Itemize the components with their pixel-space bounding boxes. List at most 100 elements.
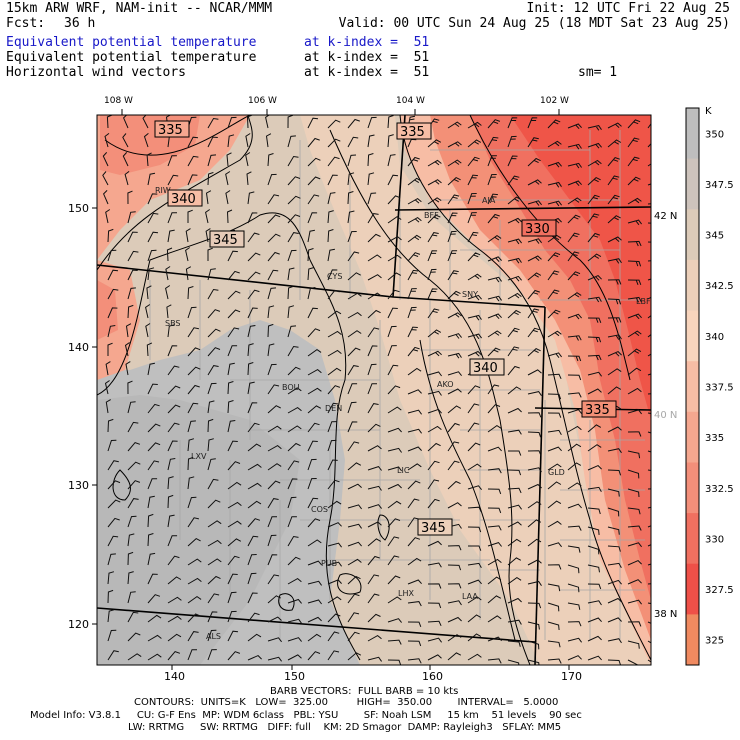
wind-barb (447, 141, 462, 148)
wind-barb (127, 211, 136, 224)
field-level-2: at k-index = 51 (304, 50, 430, 65)
contour-closed-1 (112, 469, 131, 501)
wind-barb (327, 349, 342, 357)
wind-barb (427, 288, 438, 300)
wind-barb (124, 342, 130, 357)
wind-barb (107, 589, 114, 604)
wind-barb (587, 655, 602, 661)
wind-barb (527, 157, 541, 167)
wind-barb (547, 500, 562, 509)
wind-barb (347, 541, 362, 547)
longitude-label: 106 W (248, 96, 277, 106)
wind-barb (627, 219, 642, 226)
colorbar-swatch (686, 259, 699, 311)
wind-barb (247, 655, 262, 661)
wind-barb (627, 507, 641, 515)
wind-barb (387, 500, 402, 509)
wind-barb (567, 374, 582, 381)
field-name-1: Equivalent potential temperature (6, 35, 257, 50)
wind-barb (607, 157, 620, 167)
wind-barb (167, 229, 175, 243)
wind-barb (107, 418, 114, 433)
wind-barb (187, 174, 198, 186)
wind-barb (245, 133, 251, 148)
x-tick-label: 140 (164, 670, 185, 683)
wind-barb (447, 422, 460, 433)
wind-barb (387, 518, 401, 528)
wind-barb (147, 614, 162, 623)
wind-barb (527, 255, 542, 262)
wind-barb (607, 215, 621, 224)
wind-barb (267, 153, 274, 167)
latitude-label: 38 N (654, 609, 677, 620)
wind-barb (387, 659, 402, 665)
wind-barb (267, 554, 278, 566)
wind-barb (226, 152, 232, 167)
wind-barb (207, 520, 222, 528)
init-time: Init: 12 UTC Fri 22 Aug 25 (526, 1, 731, 16)
wind-barb (547, 352, 562, 359)
wind-barb (507, 257, 522, 264)
wind-barb (467, 562, 482, 568)
wind-barb (447, 616, 462, 623)
wind-barb (167, 633, 182, 642)
wind-barb (347, 401, 357, 414)
wind-barb (102, 171, 109, 186)
wind-barb (327, 613, 341, 623)
wind-barb (347, 365, 359, 376)
left-tick-labels: 150 140 130 120 (68, 202, 89, 631)
wind-barb (387, 307, 398, 319)
colorbar-level-label: 347.5 (705, 180, 734, 191)
wind-barb (327, 289, 340, 300)
wind-barb (527, 238, 542, 244)
wind-barb (147, 460, 160, 471)
wind-barb (387, 466, 402, 472)
wind-barb (287, 325, 297, 338)
wind-barb (367, 309, 381, 319)
colorbar-unit: K (705, 106, 712, 117)
wind-barb (447, 333, 462, 339)
wind-barb (607, 386, 622, 395)
wind-barb (247, 232, 260, 243)
wind-barb (147, 442, 161, 452)
wind-barb (127, 632, 141, 642)
wind-barb (447, 159, 462, 167)
wind-barb (307, 478, 317, 490)
colorbar-swatch (686, 158, 699, 210)
svg-text:330: 330 (525, 222, 550, 237)
wind-barb (407, 326, 418, 338)
wind-barb (367, 574, 380, 585)
colorbar-swatch (686, 310, 699, 362)
wind-barb (627, 330, 642, 338)
wind-barb (607, 469, 622, 476)
wind-barb (467, 579, 482, 585)
wind-barb (427, 442, 441, 452)
wind-barb (427, 159, 442, 167)
wind-barb (487, 330, 502, 338)
wind-barb (607, 507, 620, 517)
wind-barb (367, 363, 377, 376)
wind-barb (487, 155, 497, 167)
wind-barb (407, 346, 420, 357)
colorbar-swatch (686, 411, 699, 463)
wind-barb (487, 276, 503, 283)
wind-barb (367, 521, 382, 528)
wind-barb (247, 252, 261, 262)
wind-barb (167, 458, 176, 471)
wind-barb (407, 197, 422, 205)
wind-barb (447, 405, 462, 414)
shaded-field: RIW BFF AIA CYS SNY LBF SBS BOU AKO DEN … (97, 115, 651, 665)
wind-barb (267, 498, 279, 509)
wind-barb (247, 212, 258, 224)
wind-barb (287, 249, 297, 262)
wind-barb (367, 153, 374, 167)
wind-barb (387, 216, 402, 224)
wind-barb (247, 422, 260, 433)
wind-barb (567, 564, 580, 574)
wind-barb (247, 343, 254, 357)
wind-barb (607, 298, 622, 305)
station-label: SNY (462, 290, 478, 299)
wind-barb (327, 138, 341, 148)
wind-barb (467, 463, 482, 471)
wind-barb (227, 345, 238, 357)
